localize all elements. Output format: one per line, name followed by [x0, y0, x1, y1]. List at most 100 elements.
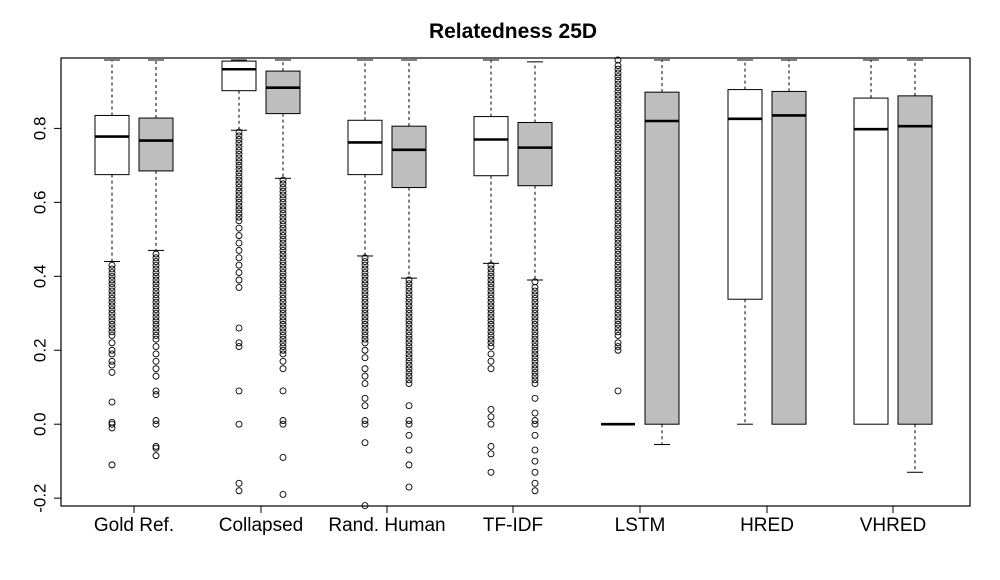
outlier-point [487, 420, 495, 428]
outlier-point [279, 206, 287, 214]
outlier-point [405, 461, 413, 469]
box-iqr [853, 97, 889, 425]
outlier-point [108, 276, 116, 284]
box-iqr [221, 60, 257, 92]
outlier-point [279, 365, 287, 373]
outlier-point [279, 295, 287, 302]
outlier-point [235, 150, 243, 158]
outlier-point [614, 254, 622, 262]
outlier-point [531, 357, 539, 365]
outlier-point [361, 346, 369, 354]
outlier-point [152, 283, 160, 291]
outlier-point [279, 317, 287, 325]
outlier-point [405, 417, 413, 424]
outlier-point [361, 295, 369, 302]
outlier-point [235, 147, 243, 155]
box-hred-white [727, 59, 763, 425]
outlier-point [108, 302, 116, 310]
outlier-point [235, 143, 243, 151]
outlier-point [531, 365, 539, 373]
outlier-point [614, 191, 622, 199]
outlier-point [614, 320, 622, 328]
outlier-point [614, 87, 622, 95]
outlier-point [487, 343, 495, 351]
outlier-point [614, 217, 622, 225]
outlier-point [405, 335, 413, 343]
y-axis: -0.2 0.0 0.2 0.4 0.6 0.8 [31, 117, 62, 513]
outlier-point [531, 446, 539, 454]
outlier-point [152, 328, 160, 336]
outlier-point [361, 276, 369, 284]
outlier-point [108, 350, 116, 358]
outlier-point [614, 198, 622, 206]
outlier-point [108, 320, 116, 328]
outlier-point [108, 295, 116, 302]
outlier-point [235, 184, 243, 192]
box-vhred-grey [897, 59, 933, 473]
outlier-point [279, 191, 287, 199]
outlier-point [614, 117, 622, 125]
outlier-point [235, 224, 243, 232]
box-tf-idf-white [473, 59, 509, 476]
outlier-point [361, 324, 369, 332]
outlier-point [405, 346, 413, 354]
outlier-point [152, 254, 160, 262]
outlier-point [235, 217, 243, 225]
box-iqr [347, 119, 383, 176]
outlier-point [279, 306, 287, 314]
outlier-point [531, 417, 539, 424]
outlier-point [279, 298, 287, 306]
outlier-point [361, 302, 369, 310]
outlier-point [152, 332, 160, 339]
outlier-point [361, 265, 369, 273]
outlier-point [235, 209, 243, 217]
outlier-point [487, 287, 495, 295]
outlier-point [152, 317, 160, 325]
outlier-point [152, 387, 160, 395]
outlier-point [487, 272, 495, 280]
outlier-point [235, 139, 243, 147]
outlier-point [108, 261, 116, 269]
box-hred-grey [771, 59, 807, 425]
outlier-point [108, 309, 116, 317]
outlier-point [614, 139, 622, 147]
box-collapsed-white [221, 59, 257, 495]
x-tick-label: LSTM [615, 515, 666, 536]
outlier-point [279, 283, 287, 291]
outlier-point [614, 269, 622, 277]
y-tick-label: 0.0 [31, 412, 50, 436]
outlier-point [152, 452, 160, 460]
outlier-point [361, 254, 369, 262]
outlier-point [108, 328, 116, 336]
outlier-point [405, 313, 413, 321]
outlier-point [405, 291, 413, 299]
y-tick-label: 0.8 [31, 117, 50, 141]
outlier-point [614, 95, 622, 103]
outlier-point [152, 324, 160, 332]
outlier-point [614, 76, 622, 84]
outlier-point [405, 283, 413, 291]
outlier-point [405, 328, 413, 336]
outlier-point [279, 261, 287, 269]
box-collapsed-grey [265, 59, 301, 498]
outlier-point [487, 332, 495, 339]
outlier-point [279, 324, 287, 332]
outlier-point [279, 291, 287, 299]
outlier-point [279, 339, 287, 347]
outlier-point [531, 457, 539, 465]
outlier-point [614, 343, 622, 351]
box-iqr [727, 89, 763, 300]
outlier-point [361, 502, 369, 509]
box-vhred-white [853, 59, 889, 425]
outlier-point [152, 343, 160, 351]
outlier-point [614, 161, 622, 169]
outlier-point [405, 295, 413, 302]
outlier-point [487, 405, 495, 413]
outlier-point [487, 317, 495, 325]
outlier-point [531, 320, 539, 328]
outlier-point [108, 291, 116, 299]
plot-frame [60, 57, 971, 507]
outlier-point [614, 84, 622, 92]
outlier-point [487, 283, 495, 291]
